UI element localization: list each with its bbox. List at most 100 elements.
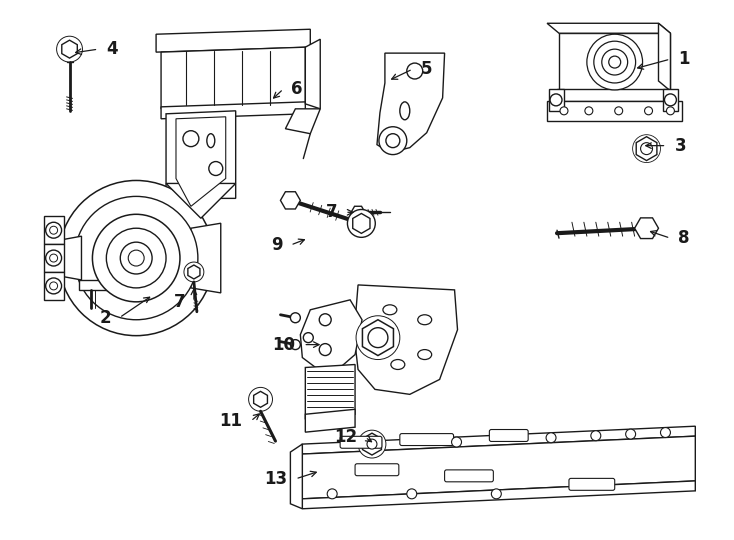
Text: 9: 9 bbox=[271, 236, 283, 254]
Circle shape bbox=[585, 107, 593, 115]
Ellipse shape bbox=[207, 134, 215, 147]
Circle shape bbox=[46, 250, 62, 266]
FancyBboxPatch shape bbox=[400, 434, 454, 445]
Polygon shape bbox=[549, 89, 564, 111]
Polygon shape bbox=[79, 280, 137, 290]
Circle shape bbox=[407, 489, 417, 499]
Circle shape bbox=[120, 242, 152, 274]
Text: 8: 8 bbox=[678, 229, 690, 247]
Polygon shape bbox=[191, 223, 221, 293]
Circle shape bbox=[106, 228, 166, 288]
Polygon shape bbox=[43, 244, 64, 272]
Circle shape bbox=[625, 429, 636, 439]
FancyBboxPatch shape bbox=[340, 436, 382, 448]
Polygon shape bbox=[166, 111, 236, 198]
Circle shape bbox=[491, 489, 501, 499]
Circle shape bbox=[614, 107, 622, 115]
Polygon shape bbox=[300, 300, 362, 369]
Polygon shape bbox=[557, 89, 670, 101]
Polygon shape bbox=[559, 33, 670, 91]
Circle shape bbox=[358, 430, 386, 458]
Circle shape bbox=[50, 254, 57, 262]
Ellipse shape bbox=[418, 349, 432, 360]
Circle shape bbox=[602, 49, 628, 75]
Circle shape bbox=[641, 143, 653, 154]
Circle shape bbox=[633, 134, 661, 163]
Circle shape bbox=[128, 250, 144, 266]
Polygon shape bbox=[188, 265, 200, 279]
Ellipse shape bbox=[383, 305, 397, 315]
Polygon shape bbox=[377, 53, 445, 153]
Polygon shape bbox=[353, 213, 370, 233]
Circle shape bbox=[59, 180, 214, 336]
Text: 7: 7 bbox=[174, 293, 186, 311]
Circle shape bbox=[291, 340, 300, 349]
FancyBboxPatch shape bbox=[355, 464, 399, 476]
Polygon shape bbox=[161, 47, 305, 109]
Circle shape bbox=[550, 94, 562, 106]
Circle shape bbox=[386, 134, 400, 147]
Circle shape bbox=[75, 197, 198, 320]
FancyBboxPatch shape bbox=[445, 470, 493, 482]
Polygon shape bbox=[302, 426, 695, 454]
Polygon shape bbox=[635, 218, 658, 239]
Circle shape bbox=[367, 439, 377, 449]
Polygon shape bbox=[286, 109, 320, 134]
Polygon shape bbox=[43, 217, 64, 244]
Text: 13: 13 bbox=[264, 470, 288, 488]
Ellipse shape bbox=[400, 102, 410, 120]
Circle shape bbox=[608, 56, 621, 68]
Text: 10: 10 bbox=[272, 336, 295, 354]
Polygon shape bbox=[547, 101, 683, 121]
Circle shape bbox=[92, 214, 180, 302]
Polygon shape bbox=[254, 392, 267, 407]
Circle shape bbox=[587, 34, 642, 90]
Text: 6: 6 bbox=[291, 80, 303, 98]
FancyBboxPatch shape bbox=[490, 429, 528, 442]
Circle shape bbox=[546, 433, 556, 443]
Polygon shape bbox=[547, 23, 670, 33]
Ellipse shape bbox=[391, 360, 405, 369]
Text: 5: 5 bbox=[421, 60, 432, 78]
Polygon shape bbox=[351, 206, 365, 218]
Polygon shape bbox=[354, 285, 457, 394]
Text: 7: 7 bbox=[326, 203, 337, 221]
Polygon shape bbox=[658, 23, 670, 91]
Circle shape bbox=[356, 316, 400, 360]
Circle shape bbox=[319, 314, 331, 326]
Polygon shape bbox=[59, 236, 81, 280]
Polygon shape bbox=[291, 444, 302, 509]
Polygon shape bbox=[305, 364, 355, 419]
Polygon shape bbox=[302, 436, 695, 499]
Circle shape bbox=[327, 489, 337, 499]
Polygon shape bbox=[166, 184, 236, 218]
Circle shape bbox=[184, 262, 204, 282]
Circle shape bbox=[368, 328, 388, 348]
Circle shape bbox=[208, 161, 222, 176]
Polygon shape bbox=[636, 137, 657, 160]
Polygon shape bbox=[305, 39, 320, 109]
Polygon shape bbox=[664, 89, 678, 111]
Polygon shape bbox=[305, 409, 355, 432]
Text: 2: 2 bbox=[100, 309, 112, 327]
Circle shape bbox=[666, 107, 675, 115]
Circle shape bbox=[664, 94, 677, 106]
Circle shape bbox=[644, 107, 653, 115]
Polygon shape bbox=[161, 102, 305, 119]
Text: 4: 4 bbox=[106, 40, 118, 58]
Text: 11: 11 bbox=[219, 412, 243, 430]
Circle shape bbox=[249, 387, 272, 411]
Polygon shape bbox=[363, 320, 393, 355]
Circle shape bbox=[661, 428, 670, 437]
Circle shape bbox=[560, 107, 568, 115]
Polygon shape bbox=[280, 192, 300, 209]
Circle shape bbox=[451, 437, 462, 447]
Circle shape bbox=[594, 41, 636, 83]
Circle shape bbox=[407, 63, 423, 79]
Polygon shape bbox=[156, 29, 310, 52]
Circle shape bbox=[50, 282, 57, 290]
Text: 3: 3 bbox=[675, 137, 686, 154]
Text: 12: 12 bbox=[334, 428, 357, 446]
Circle shape bbox=[319, 343, 331, 355]
Circle shape bbox=[347, 210, 375, 238]
